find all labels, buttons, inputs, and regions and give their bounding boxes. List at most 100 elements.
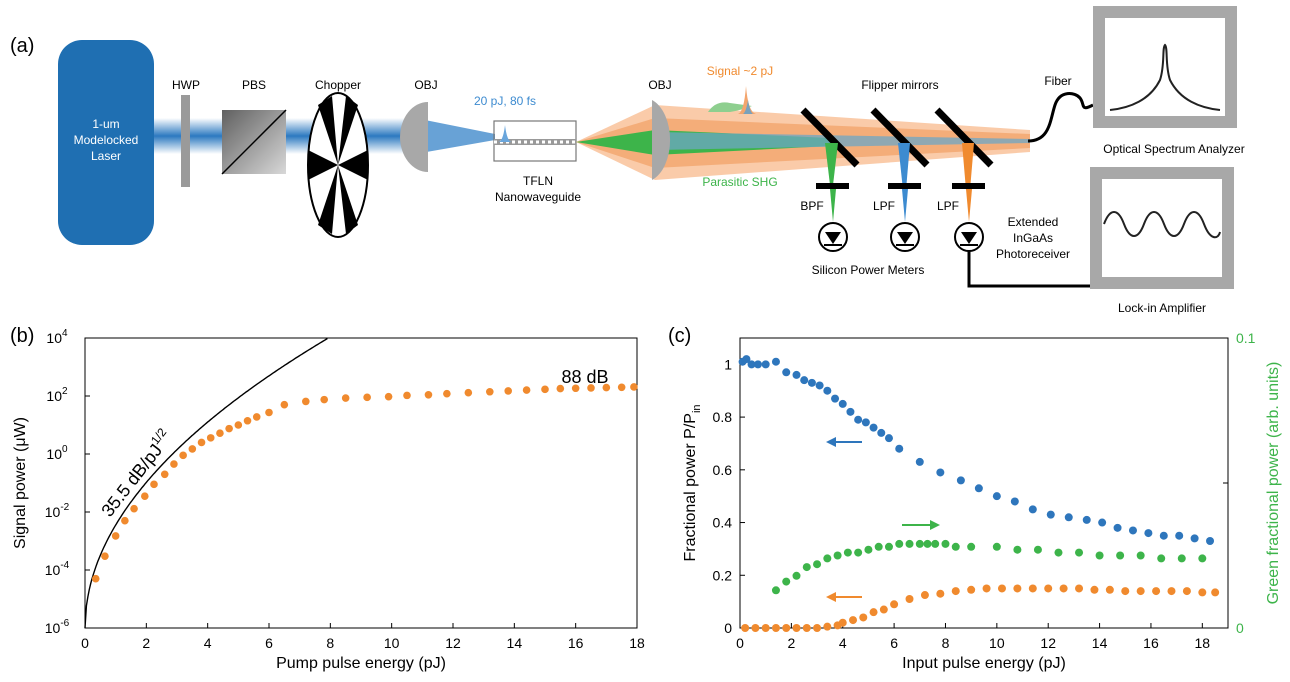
b-y-tick-label: 100 <box>46 444 68 462</box>
c-right-y-axis-label: Green fractional power (arb. units) <box>1265 362 1282 605</box>
b-data-point <box>302 397 310 406</box>
c-data-point <box>838 399 847 408</box>
c-y-ticks: 0 0.2 0.4 0.6 0.8 1 <box>713 356 745 636</box>
c-data-point <box>782 368 791 377</box>
b-x-tick-label: 12 <box>445 635 461 651</box>
shg-drop-beam <box>825 143 838 185</box>
c-data-point <box>905 539 914 548</box>
laser-line-2: Modelocked <box>74 133 139 147</box>
c-y-tick-label: 0 <box>724 620 732 636</box>
c-orange-arrow-icon <box>826 592 862 602</box>
obj2-label: OBJ <box>648 78 671 92</box>
c-data-point <box>782 624 791 632</box>
pump-drop-beam <box>898 143 910 190</box>
c-data-point <box>1177 554 1186 563</box>
c-data-point <box>884 542 893 551</box>
c-data-point <box>1175 531 1184 540</box>
b-data-point <box>522 386 531 394</box>
c-x-tick-label: 8 <box>942 635 950 651</box>
flipper-label: Flipper mirrors <box>861 78 938 92</box>
b-data-point <box>320 395 329 404</box>
b-y-tick-label: 102 <box>46 386 68 404</box>
c-data-point <box>974 484 983 493</box>
b-data-point <box>150 480 158 489</box>
c-data-point <box>895 539 904 548</box>
b-data-point <box>280 400 289 409</box>
signal-label: Signal ~2 pJ <box>707 64 773 78</box>
c-data-point <box>1098 518 1107 527</box>
c-data-point <box>915 457 924 466</box>
pbs-label: PBS <box>242 78 266 92</box>
silicon-detector-2-icon <box>890 222 920 252</box>
c-data-point <box>813 560 822 569</box>
c-x-tick-label: 6 <box>890 635 898 651</box>
c-data-point <box>967 542 976 551</box>
c-data-point <box>967 585 976 594</box>
c-right-y-tick-label: 0 <box>1236 620 1244 636</box>
c-data-point <box>923 539 932 548</box>
c-data-point <box>761 624 770 632</box>
c-right-y-ticks: 00.1 <box>1223 330 1256 636</box>
pulse-in-label: 20 pJ, 80 fs <box>474 94 536 108</box>
c-data-point <box>1152 587 1161 596</box>
lockin-screen <box>1102 179 1222 277</box>
c-data-point <box>753 360 762 369</box>
c-data-point <box>1075 584 1084 593</box>
panel-label-c: (c) <box>668 325 691 347</box>
c-x-ticks: 0 2 4 6 8 10 12 14 16 18 <box>736 623 1210 651</box>
photoreceiver-line-1: Extended <box>1008 215 1059 229</box>
c-data-point <box>802 563 811 572</box>
b-data-point <box>602 383 611 392</box>
b-data-point <box>225 424 233 433</box>
c-data-point <box>1116 551 1125 560</box>
c-data-point <box>1013 584 1022 593</box>
c-y-tick-label: 0.4 <box>713 515 733 531</box>
b-data-point <box>424 390 433 399</box>
b-data-point <box>91 574 100 583</box>
b-data-point <box>216 429 224 438</box>
c-data-point <box>890 600 899 609</box>
b-data-point <box>571 384 580 393</box>
c-data-point <box>1157 554 1166 563</box>
c-data-point <box>1028 584 1037 593</box>
c-x-tick-label: 10 <box>989 635 1005 651</box>
c-data-points <box>738 355 1220 632</box>
waveguide-line-1: TFLN <box>523 174 553 188</box>
b-data-point <box>265 408 273 417</box>
pump-filtered-beam <box>902 189 908 222</box>
b-data-point <box>121 516 129 525</box>
c-y-tick-label: 1 <box>724 356 732 372</box>
b-data-point <box>464 388 473 397</box>
b-data-point <box>341 394 350 402</box>
c-y-tick-label: 0.8 <box>713 409 733 425</box>
c-data-point <box>815 381 824 390</box>
c-data-point <box>854 415 863 424</box>
c-data-point <box>1082 515 1091 524</box>
c-data-point <box>792 571 801 580</box>
b-y-axis-label: Signal power (μW) <box>12 417 29 549</box>
chopper-label: Chopper <box>315 78 361 92</box>
fiber-label: Fiber <box>1044 74 1071 88</box>
c-data-point <box>831 394 840 403</box>
c-data-point <box>1121 587 1130 596</box>
b-plot-frame <box>84 337 638 629</box>
b-data-point <box>587 384 595 392</box>
laser-box <box>58 40 154 245</box>
c-data-point <box>1167 587 1176 596</box>
c-data-point <box>905 595 914 603</box>
lockin-cable <box>967 251 1090 288</box>
c-data-point <box>1136 551 1145 560</box>
photoreceiver-line-2: InGaAs <box>1013 231 1053 245</box>
panel-label-a: (a) <box>10 35 34 57</box>
c-data-point <box>1198 588 1207 597</box>
c-data-point <box>1044 584 1053 593</box>
c-data-point <box>1211 588 1220 597</box>
c-data-point <box>771 357 780 366</box>
c-data-point <box>1182 587 1191 596</box>
b-fit-curve <box>84 337 328 629</box>
c-data-point <box>854 548 863 557</box>
b-range-annotation: 88 dB <box>561 367 608 387</box>
shg-label: Parasitic SHG <box>702 175 777 189</box>
lockin-trace <box>1103 211 1221 239</box>
c-data-point <box>1033 545 1042 554</box>
